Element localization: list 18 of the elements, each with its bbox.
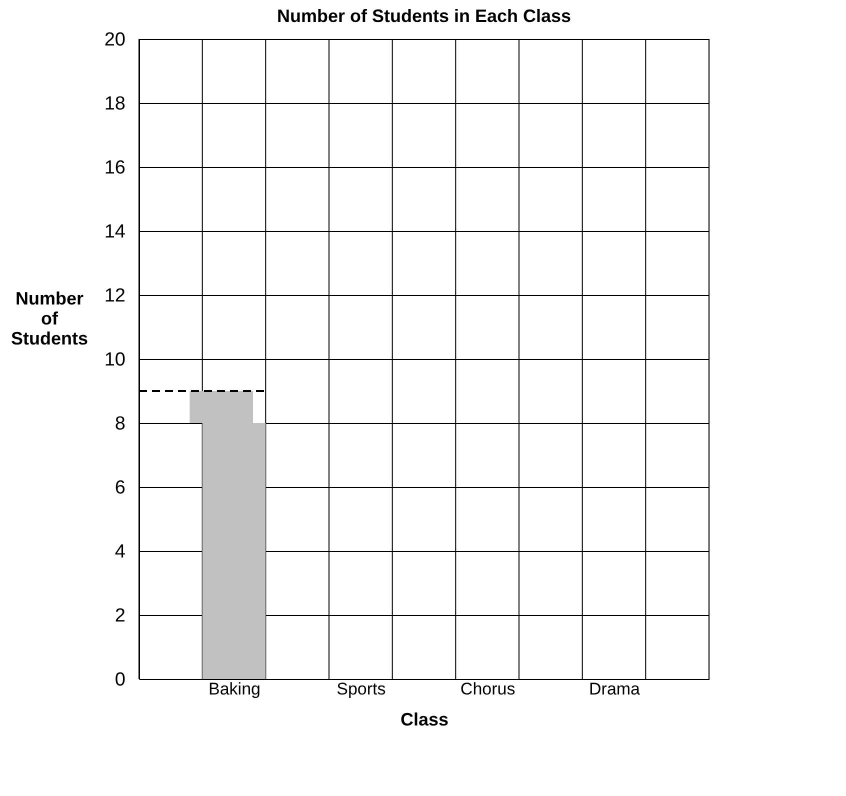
y-tick-label: 0: [114, 670, 126, 690]
y-tick-label: 6: [114, 478, 126, 498]
x-tick-label: Sports: [336, 680, 386, 698]
y-tick-label: 8: [114, 414, 126, 434]
chart-title: Number of Students in Each Class: [276, 6, 572, 26]
x-tick-label: Chorus: [460, 680, 516, 698]
y-tick-label: 18: [104, 94, 126, 114]
y-tick-label: 14: [104, 222, 126, 242]
y-tick-label: 4: [114, 542, 126, 562]
y-tick-label: 16: [104, 158, 126, 178]
x-axis-title: Class: [400, 710, 449, 730]
y-tick-label: 2: [114, 606, 126, 626]
y-tick-label: 10: [104, 350, 126, 370]
x-tick-label: Drama: [588, 680, 641, 698]
y-tick-label: 12: [104, 286, 126, 306]
y-axis-title: Number of Students: [10, 288, 88, 348]
x-tick-label: Baking: [208, 680, 260, 698]
y-tick-label: 20: [104, 30, 126, 50]
